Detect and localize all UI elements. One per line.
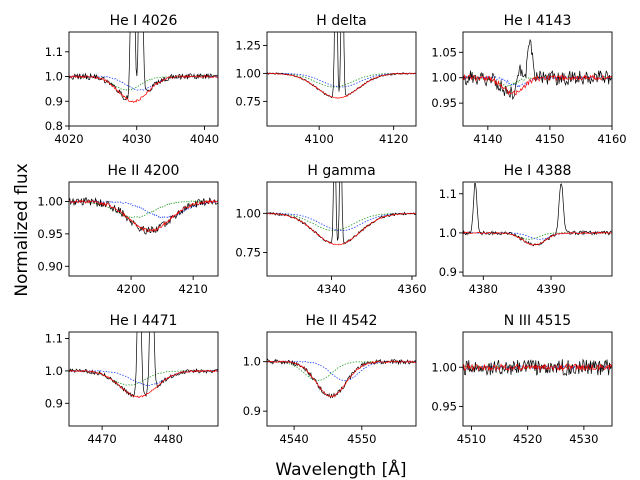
y-tick-label: 1.05 [431, 45, 457, 59]
series-model [267, 360, 416, 398]
x-tick-label: 4470 [87, 432, 116, 446]
series-component-1 [69, 370, 218, 386]
y-axis-label: Normalized flux [12, 163, 32, 296]
subplot-4: He II 4200 4200 4210 0.90 0.95 1.00 [37, 163, 219, 296]
x-tick-label: 4510 [457, 432, 486, 446]
axes-frame [462, 31, 613, 127]
series-observed [69, 332, 218, 398]
axes-frame [68, 31, 219, 127]
x-tick-label: 4340 [317, 282, 346, 296]
y-tick-label: 0.75 [235, 246, 261, 260]
axes-frame [68, 331, 219, 427]
subplot-title: He I 4388 [504, 163, 572, 179]
series-observed [463, 358, 612, 377]
x-tick-label: 4200 [116, 282, 145, 296]
y-tick-label: 0.75 [235, 94, 261, 108]
x-tick-label: 4160 [597, 132, 626, 146]
x-tick-label: 4380 [469, 282, 498, 296]
y-tick-label: 1.00 [431, 360, 457, 374]
x-tick-label: 4020 [54, 132, 83, 146]
subplot-9: N III 4515 4510 4520 4530 0.95 1.00 [431, 313, 613, 446]
y-tick-label: 0.9 [439, 265, 457, 279]
y-tick-label: 0.95 [37, 227, 63, 241]
series-model [69, 199, 218, 233]
x-tick-label: 4210 [179, 282, 208, 296]
subplot-title: H gamma [307, 163, 375, 179]
series-observed [267, 358, 416, 399]
y-tick-label: 1.00 [431, 71, 457, 85]
x-tick-label: 4540 [279, 432, 308, 446]
x-tick-label: 4120 [379, 132, 408, 146]
y-tick-label: 1.25 [235, 38, 261, 52]
x-tick-label: 4140 [473, 132, 502, 146]
x-tick-label: 4030 [122, 132, 151, 146]
y-tick-label: 0.90 [37, 259, 63, 273]
x-tick-label: 4480 [154, 432, 183, 446]
subplot-8: He II 4542 4540 4550 0.9 1.0 [243, 313, 417, 446]
series-component-1 [267, 360, 416, 382]
series-model [69, 74, 218, 103]
subplot-title: He II 4542 [306, 313, 378, 329]
x-tick-label: 4520 [513, 432, 542, 446]
y-tick-label: 0.8 [45, 119, 63, 133]
x-tick-label: 4040 [190, 132, 219, 146]
subplot-title: He II 4200 [108, 163, 180, 179]
series-component-2 [267, 360, 416, 382]
subplot-7: He I 4471 4470 4480 0.9 1.0 1.1 [45, 313, 219, 446]
y-tick-label: 0.9 [45, 94, 63, 108]
series-component-2 [463, 232, 612, 240]
y-tick-label: 1.00 [235, 66, 261, 80]
series-component-2 [463, 75, 612, 89]
series-model [69, 369, 218, 398]
y-tick-label: 1.00 [235, 206, 261, 220]
subplot-title: N III 4515 [504, 313, 571, 329]
x-tick-label: 4390 [536, 282, 565, 296]
axes-frame [266, 181, 417, 277]
series-observed [463, 38, 612, 101]
series-component-2 [267, 212, 416, 232]
axes-frame [68, 181, 219, 277]
subplot-title: He I 4471 [110, 313, 178, 329]
subplot-5: H gamma 4340 4360 0.75 1.00 [235, 163, 426, 296]
y-tick-label: 1.0 [45, 70, 63, 84]
y-tick-label: 0.9 [243, 404, 261, 418]
subplot-3: He I 4143 4140 4150 4160 0.95 1.00 1.05 [431, 13, 626, 146]
subplot-1: He I 4026 4020 4030 4040 0.8 0.9 1.0 1.1 [45, 13, 219, 146]
y-tick-label: 1.1 [439, 187, 457, 201]
x-tick-label: 4530 [569, 432, 598, 446]
series-component-1 [463, 75, 612, 88]
series-observed [463, 183, 612, 247]
y-tick-label: 1.1 [45, 45, 63, 59]
y-tick-label: 1.0 [45, 364, 63, 378]
axes-frame [462, 181, 613, 277]
axes-frame [266, 331, 417, 427]
subplot-title: H delta [316, 13, 366, 29]
x-tick-label: 4100 [305, 132, 334, 146]
y-tick-label: 0.95 [431, 96, 457, 110]
subplot-6: He I 4388 4380 4390 0.9 1.0 1.1 [439, 163, 613, 296]
x-axis-label: Wavelength [Å] [275, 458, 406, 480]
x-tick-label: 4550 [347, 432, 376, 446]
series-model [267, 72, 416, 99]
subplot-title: He I 4026 [110, 13, 178, 29]
x-tick-label: 4360 [397, 282, 426, 296]
y-tick-label: 1.00 [37, 194, 63, 208]
y-tick-label: 1.1 [45, 331, 63, 345]
x-tick-label: 4150 [535, 132, 564, 146]
y-tick-label: 0.95 [431, 399, 457, 413]
axes-frame [266, 31, 417, 127]
series-model [463, 73, 612, 96]
series-model [463, 231, 612, 246]
series-model [463, 363, 612, 372]
subplot-2: H delta 4100 4120 0.75 1.00 1.25 [235, 13, 417, 146]
series-observed [69, 197, 218, 235]
y-tick-label: 0.9 [45, 396, 63, 410]
series-model [267, 212, 416, 246]
y-tick-label: 1.0 [439, 226, 457, 240]
axes-frame [462, 331, 613, 427]
series-component-2 [69, 200, 218, 219]
y-tick-label: 1.0 [243, 355, 261, 369]
subplot-title: He I 4143 [504, 13, 572, 29]
